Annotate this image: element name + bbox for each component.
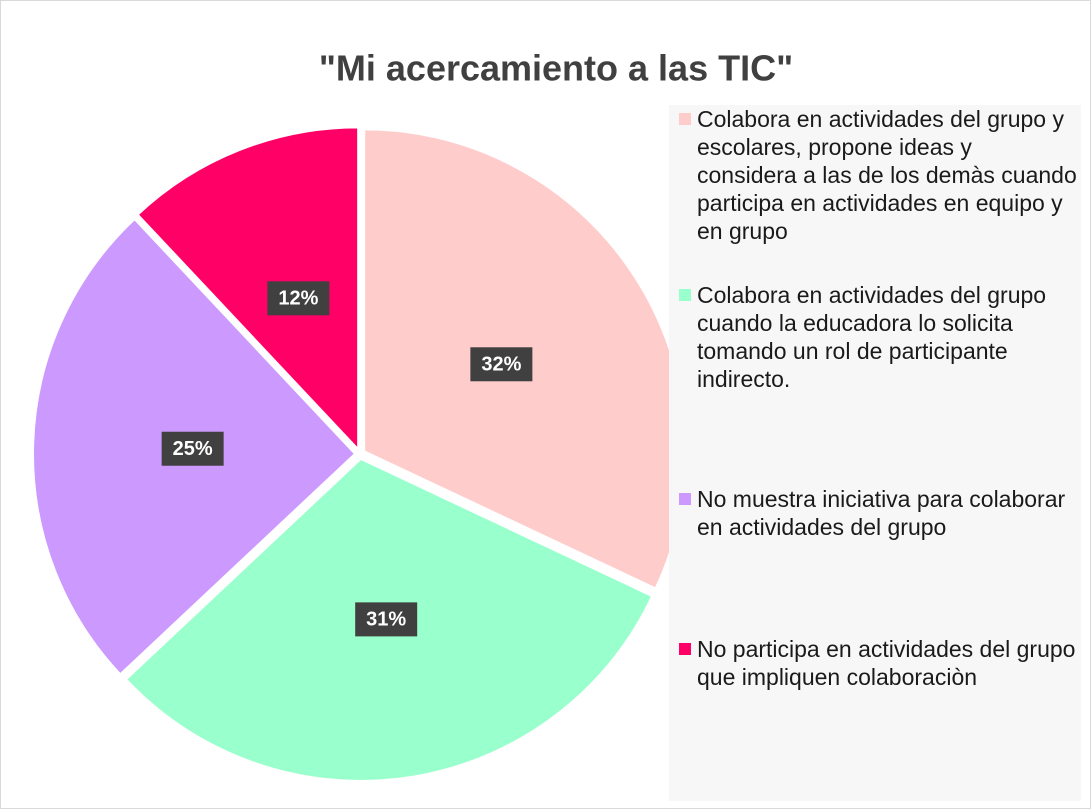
pie-slice [136, 126, 360, 452]
legend-label: Colabora en actividades del grupo cuando… [697, 282, 1047, 392]
legend-label: Colabora en actividades del grupo y esco… [697, 106, 1077, 244]
data-label: 32% [481, 354, 521, 376]
legend-label: No muestra iniciativa para colaborar en … [697, 486, 1066, 540]
data-label-box [470, 347, 533, 382]
data-label: 25% [173, 438, 213, 460]
legend-swatch [679, 113, 691, 125]
legend-swatch [679, 289, 691, 301]
chart-title: "Mi acercamiento a las TIC" [319, 48, 793, 89]
data-label: 31% [366, 609, 406, 631]
legend-label: No participa en actividades del grupo qu… [697, 636, 1076, 690]
data-label-box [355, 602, 418, 637]
data-label-box [267, 281, 330, 316]
legend-swatch [679, 643, 691, 655]
legend: Colabora en actividades del grupo y esco… [669, 105, 1081, 801]
data-label-box [161, 431, 224, 466]
data-label: 12% [278, 288, 318, 310]
legend-swatch [679, 493, 691, 505]
